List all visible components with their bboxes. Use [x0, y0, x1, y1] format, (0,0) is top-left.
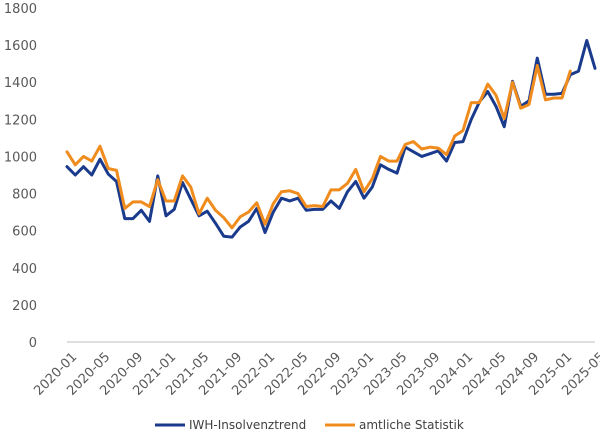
- y-tick-label: 600: [12, 225, 37, 240]
- y-tick-label: 400: [12, 262, 37, 277]
- legend-label-iwh-insolvenztrend: IWH-Insolvenztrend: [189, 418, 306, 432]
- series-line-iwh-insolvenztrend: [65, 38, 597, 239]
- y-tick-label: 1000: [4, 150, 37, 165]
- legend: IWH-Insolvenztrend amtliche Statistik: [155, 418, 464, 432]
- y-tick-label: 1200: [4, 113, 37, 128]
- y-tick-label: 200: [12, 299, 37, 314]
- y-tick-label: 1600: [4, 39, 37, 54]
- x-axis-tick-labels: 2020-012020-052020-092021-012021-052021-…: [31, 350, 600, 399]
- y-tick-label: 1400: [4, 76, 37, 91]
- y-tick-label: 1800: [4, 2, 37, 17]
- y-axis-tick-labels: 0 200 400 600 800 1000 1200 1400 1600 1800: [4, 2, 37, 351]
- legend-label-amtliche-statistik: amtliche Statistik: [359, 418, 464, 432]
- y-tick-label: 800: [12, 188, 37, 203]
- series-lines: [65, 38, 597, 239]
- series-line-amtliche-statistik: [65, 64, 572, 230]
- y-tick-label: 0: [29, 336, 37, 351]
